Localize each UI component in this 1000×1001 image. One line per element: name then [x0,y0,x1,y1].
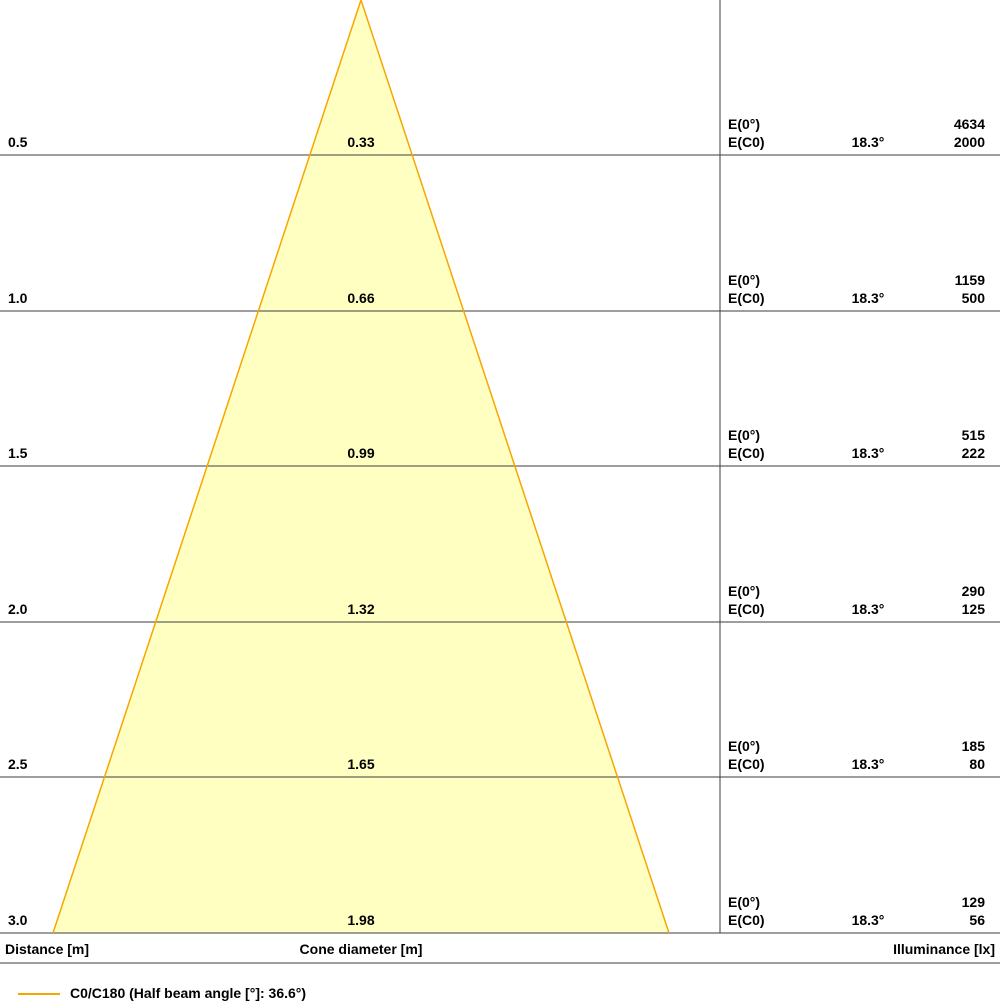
ec0-value: 2000 [953,134,985,150]
table-row: E(0°) 185 2.5 1.65 E(C0) 18.3° 80 [0,739,1000,773]
cone-diameter-value: 0.33 [347,134,375,150]
beam-angle-value: 18.3° [851,134,885,150]
legend-label: C0/C180 (Half beam angle [°]: 36.6°) [70,985,307,1001]
ec0-label: E(C0) [728,756,765,772]
table-row: E(0°) 129 3.0 1.98 E(C0) 18.3° 56 [0,895,1000,929]
illuminance-axis-label: Illuminance [lx] [893,941,995,957]
distance-value: 3.0 [8,912,28,928]
e0-value: 4634 [953,116,985,132]
e0-value: 290 [961,583,985,599]
cone-diameter-axis-label: Cone diameter [m] [299,941,423,957]
ec0-value: 56 [969,912,985,928]
table-row: E(0°) 290 2.0 1.32 E(C0) 18.3° 125 [0,584,1000,618]
cone-diameter-value: 1.32 [347,601,375,617]
ec0-value: 80 [969,756,985,772]
beam-angle-value: 18.3° [851,912,885,928]
ec0-label: E(C0) [728,601,765,617]
axis-labels: Distance [m] Cone diameter [m] Illuminan… [0,941,1000,959]
distance-value: 1.0 [8,290,28,306]
ec0-label: E(C0) [728,912,765,928]
e0-value: 129 [961,894,985,910]
table-row: E(0°) 515 1.5 0.99 E(C0) 18.3° 222 [0,428,1000,462]
ec0-value: 222 [961,445,985,461]
cone-diameter-value: 1.98 [347,912,375,928]
distance-value: 0.5 [8,134,28,150]
cone-edge-left-line [52,0,362,934]
beam-angle-value: 18.3° [851,756,885,772]
e0-label: E(0°) [728,583,761,599]
cone-diameter-value: 1.65 [347,756,375,772]
ec0-value: 125 [961,601,985,617]
cone-edge-right-line [360,0,670,934]
beam-angle-value: 18.3° [851,601,885,617]
table-row: E(0°) 1159 1.0 0.66 E(C0) 18.3° 500 [0,273,1000,307]
distance-axis-label: Distance [m] [5,941,90,957]
e0-value: 185 [961,738,985,754]
legend: C0/C180 (Half beam angle [°]: 36.6°) [18,986,306,1001]
beam-angle-value: 18.3° [851,290,885,306]
beam-angle-value: 18.3° [851,445,885,461]
e0-label: E(0°) [728,427,761,443]
e0-label: E(0°) [728,894,761,910]
ec0-value: 500 [961,290,985,306]
ec0-label: E(C0) [728,134,765,150]
ec0-label: E(C0) [728,290,765,306]
e0-value: 1159 [954,272,985,288]
cone-diameter-value: 0.99 [347,445,375,461]
legend-line-icon [18,992,60,995]
distance-value: 2.0 [8,601,28,617]
e0-label: E(0°) [728,116,761,132]
distance-value: 2.5 [8,756,28,772]
cone-diameter-value: 0.66 [347,290,375,306]
e0-label: E(0°) [728,738,761,754]
e0-label: E(0°) [728,272,761,288]
ec0-label: E(C0) [728,445,765,461]
table-row: E(0°) 4634 0.5 0.33 E(C0) 18.3° 2000 [0,117,1000,151]
distance-value: 1.5 [8,445,28,461]
e0-value: 515 [961,427,985,443]
